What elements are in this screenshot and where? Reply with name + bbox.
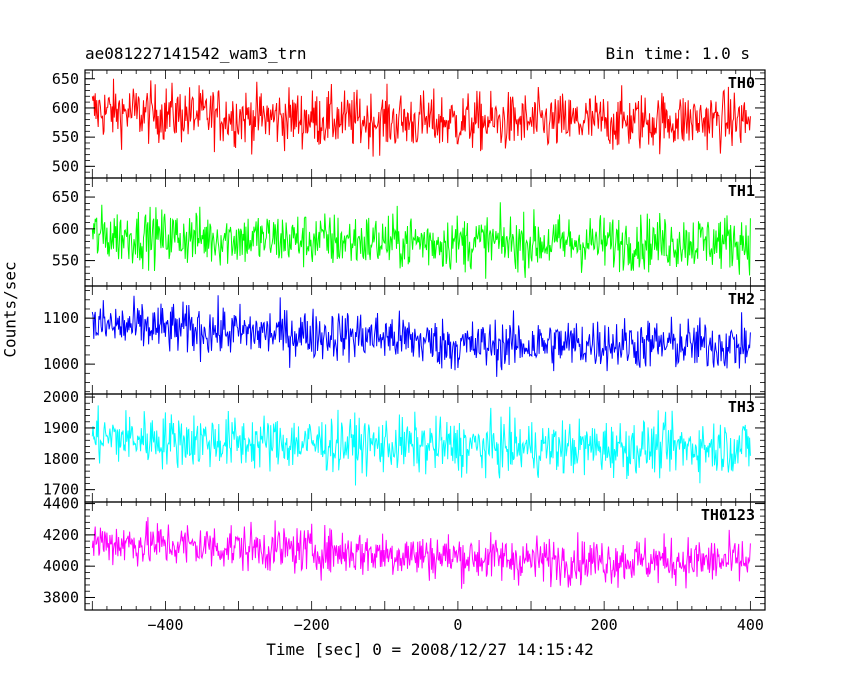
bin-time-label: Bin time: 1.0 s [605,44,751,63]
y-tick-label: 4000 [43,557,79,575]
y-tick-label: 4200 [43,526,79,544]
panel-label-th2: TH2 [728,290,755,308]
y-tick-label: 1900 [43,419,79,437]
series-line-th2 [91,295,751,377]
panel-label-th0123: TH0123 [701,506,755,524]
y-tick-label: 500 [52,157,79,175]
series-line-th1 [91,202,751,279]
panel-label-th0: TH0 [728,74,755,92]
y-tick-label: 650 [52,188,79,206]
y-tick-label: 1000 [43,355,79,373]
x-tick-label: 200 [591,616,618,634]
chart-title: ae081227141542_wam3_trn [85,44,307,63]
y-tick-label: 3800 [43,588,79,606]
y-tick-label: 550 [52,252,79,270]
y-tick-label: 1800 [43,450,79,468]
panel-label-th3: TH3 [728,398,755,416]
series-line-th0123 [91,517,751,589]
y-tick-label: 2000 [43,388,79,406]
x-tick-label: −200 [294,616,330,634]
y-tick-label: 1100 [43,309,79,327]
y-tick-label: 1700 [43,481,79,499]
panel-frame-th0123 [84,501,766,611]
y-tick-label: 650 [52,70,79,88]
y-tick-label: 550 [52,128,79,146]
x-tick-label: 0 [453,616,462,634]
series-line-th0 [91,78,751,157]
series-line-th3 [91,405,751,486]
y-tick-label: 600 [52,220,79,238]
x-tick-label: −400 [147,616,183,634]
x-axis-label: Time [sec] 0 = 2008/12/27 14:15:42 [266,640,594,659]
x-tick-label: 400 [737,616,764,634]
y-tick-label: 4400 [43,495,79,513]
panel-label-th1: TH1 [728,182,755,200]
y-tick-label: 600 [52,99,79,117]
